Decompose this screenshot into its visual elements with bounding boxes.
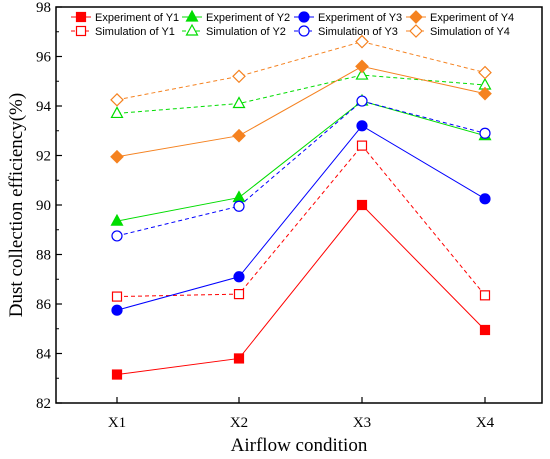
data-point-simulation-of-y3 [356, 95, 368, 107]
data-point-simulation-of-y1 [356, 140, 368, 151]
legend-label-simulation-of-y3: Simulation of Y3 [318, 26, 398, 38]
y-tick-label: 86 [36, 297, 52, 313]
legend-label-experiment-of-y4: Experiment of Y4 [430, 12, 514, 24]
data-point-experiment-of-y4 [355, 59, 369, 74]
series-line-experiment-of-y3 [116, 125, 486, 311]
y-tick-label: 82 [36, 396, 51, 412]
y-axis-ticks: 82 84 86 88 90 92 94 96 98 [36, 0, 62, 412]
data-point-simulation-of-y4 [110, 92, 124, 107]
y-tick-label: 92 [36, 149, 51, 165]
series-line-simulation-of-y1 [116, 144, 486, 298]
data-point-experiment-of-y2 [110, 213, 124, 226]
series-line-experiment-of-y2 [116, 100, 486, 222]
data-point-simulation-of-y4 [355, 34, 369, 49]
data-point-simulation-of-y3 [111, 230, 123, 242]
data-point-simulation-of-y4 [232, 69, 246, 84]
x-tick-label: X2 [230, 415, 248, 431]
data-point-experiment-of-y3 [233, 271, 245, 283]
data-point-experiment-of-y1 [111, 369, 123, 380]
data-point-experiment-of-y4 [478, 86, 492, 101]
data-point-experiment-of-y1 [479, 324, 491, 336]
y-tick-label: 88 [36, 248, 51, 264]
data-point-simulation-of-y2 [355, 67, 369, 80]
plot-frame [55, 6, 543, 404]
series-line-simulation-of-y3 [116, 100, 486, 237]
legend-marker-simulation-of-y4 [409, 24, 423, 38]
y-tick-label: 84 [36, 347, 52, 363]
data-point-simulation-of-y1 [233, 289, 245, 300]
y-axis-title: Dust collection efficiency(%) [6, 93, 27, 317]
data-point-experiment-of-y4 [110, 149, 124, 164]
legend-label-simulation-of-y1: Simulation of Y1 [95, 26, 175, 38]
y-tick-label: 94 [36, 99, 52, 115]
data-point-experiment-of-y4 [232, 128, 246, 143]
x-axis-ticks: X1 X2 X3 X4 [108, 397, 495, 431]
data-point-simulation-of-y1 [479, 290, 491, 301]
series-line-experiment-of-y1 [116, 204, 486, 376]
series-line-simulation-of-y4 [116, 41, 486, 101]
legend: Experiment of Y1 Simulation of Y1 Experime… [71, 9, 514, 38]
data-point-experiment-of-y1 [233, 353, 245, 364]
y-tick-label: 90 [36, 198, 51, 214]
data-point-experiment-of-y3 [111, 304, 123, 316]
legend-label-experiment-of-y2: Experiment of Y2 [206, 12, 290, 24]
x-tick-label: X4 [476, 415, 495, 431]
data-point-simulation-of-y3 [479, 127, 491, 139]
legend-label-experiment-of-y1: Experiment of Y1 [95, 12, 179, 24]
legend-marker-experiment-of-y3 [298, 11, 310, 23]
legend-marker-simulation-of-y1 [75, 25, 87, 37]
data-point-simulation-of-y1 [111, 291, 123, 302]
data-point-simulation-of-y2 [232, 96, 246, 109]
legend-label-experiment-of-y3: Experiment of Y3 [318, 12, 402, 24]
data-point-experiment-of-y3 [479, 193, 491, 205]
data-point-experiment-of-y2 [232, 190, 246, 203]
y-tick-label: 96 [36, 50, 52, 66]
x-tick-label: X3 [353, 415, 371, 431]
legend-marker-simulation-of-y3 [298, 25, 310, 37]
y-tick-label: 98 [36, 0, 51, 16]
data-point-simulation-of-y2 [110, 106, 124, 119]
data-point-simulation-of-y4 [478, 65, 492, 80]
legend-marker-simulation-of-y2 [185, 23, 199, 36]
series-layer [110, 34, 492, 380]
legend-label-simulation-of-y4: Simulation of Y4 [430, 26, 510, 38]
series-line-experiment-of-y4 [116, 65, 486, 158]
legend-marker-experiment-of-y4 [409, 10, 423, 24]
legend-label-simulation-of-y2: Simulation of Y2 [206, 26, 286, 38]
legend-marker-experiment-of-y2 [185, 9, 199, 22]
data-point-experiment-of-y1 [356, 199, 368, 211]
data-point-experiment-of-y3 [356, 120, 368, 132]
data-point-simulation-of-y3 [233, 200, 245, 212]
x-axis-title: Airflow condition [231, 435, 368, 456]
series-line-simulation-of-y2 [116, 74, 486, 114]
legend-marker-experiment-of-y1 [75, 11, 87, 23]
x-tick-label: X1 [108, 415, 126, 431]
